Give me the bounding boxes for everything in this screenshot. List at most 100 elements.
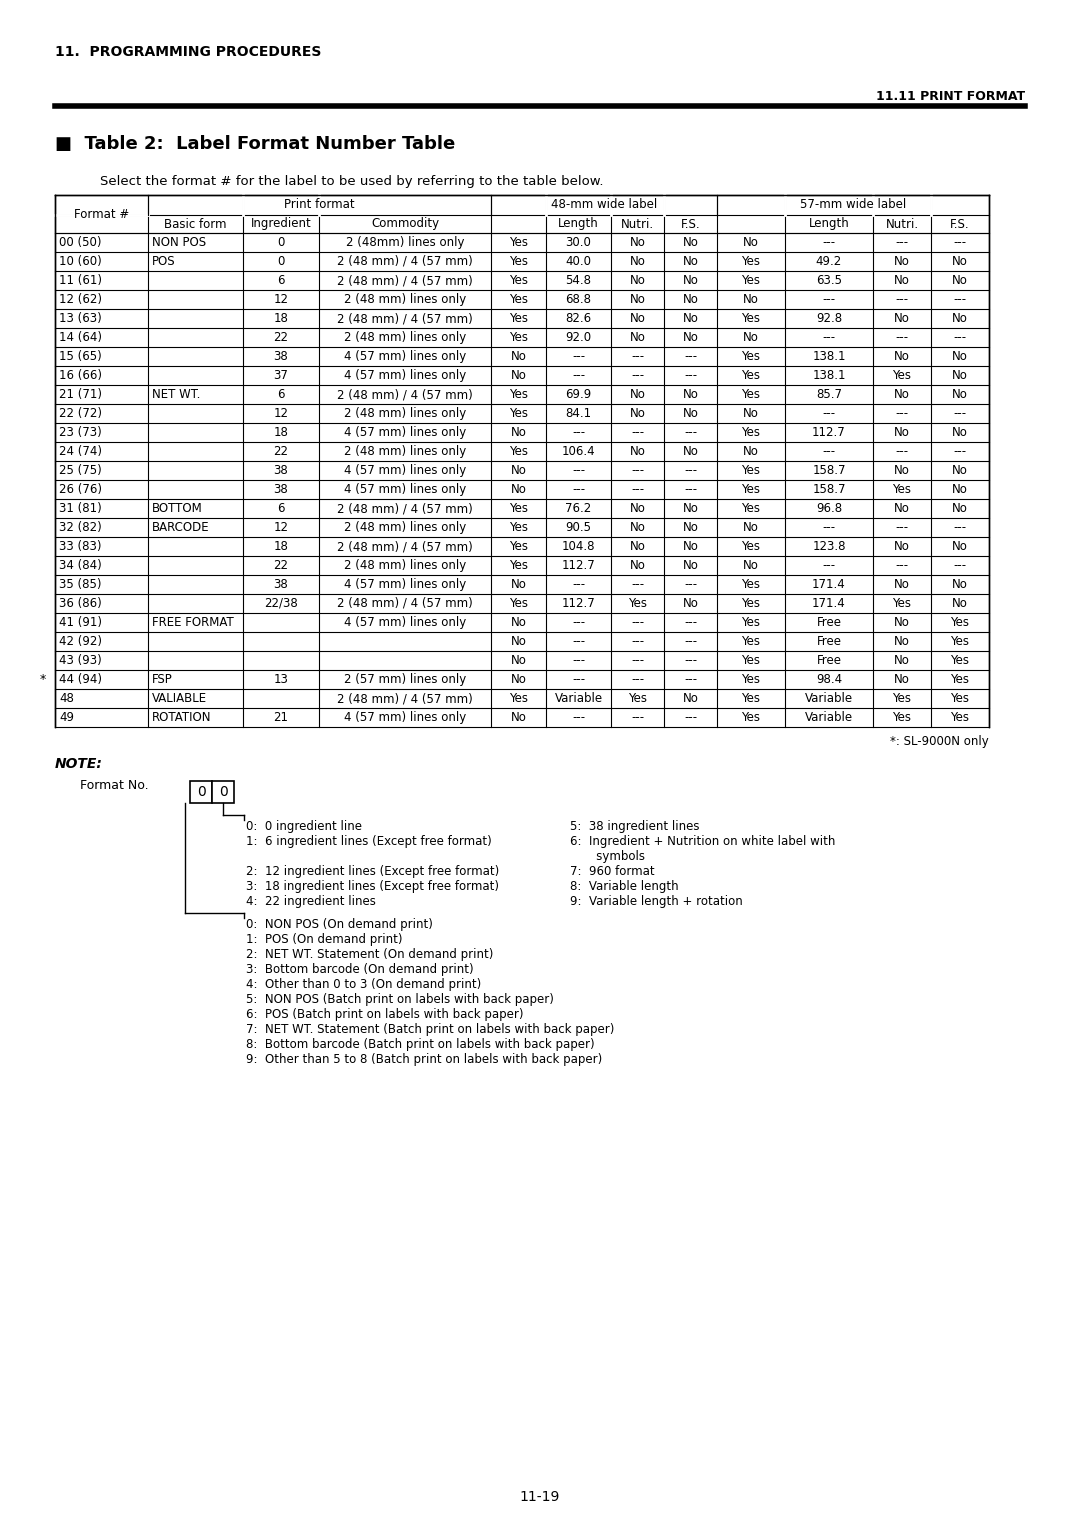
Text: ---: --- [895, 445, 908, 458]
Text: No: No [743, 293, 759, 306]
Text: Free: Free [816, 654, 841, 668]
Text: Variable: Variable [554, 692, 603, 704]
Text: ---: --- [954, 293, 967, 306]
Text: Yes: Yes [742, 597, 760, 610]
Text: ---: --- [823, 406, 836, 420]
Text: ---: --- [895, 332, 908, 344]
Text: No: No [683, 235, 699, 249]
Text: No: No [894, 672, 910, 686]
Text: Yes: Yes [950, 654, 970, 668]
Text: ---: --- [823, 521, 836, 533]
Text: 4:  Other than 0 to 3 (On demand print): 4: Other than 0 to 3 (On demand print) [246, 978, 482, 992]
Text: 82.6: 82.6 [566, 312, 592, 325]
Text: 0: 0 [278, 235, 285, 249]
Text: No: No [953, 350, 968, 364]
Text: ---: --- [954, 332, 967, 344]
Text: ---: --- [684, 672, 697, 686]
Text: ---: --- [684, 465, 697, 477]
Text: ---: --- [954, 521, 967, 533]
Text: 5:  NON POS (Batch print on labels with back paper): 5: NON POS (Batch print on labels with b… [246, 993, 554, 1005]
Text: Select the format # for the label to be used by referring to the table below.: Select the format # for the label to be … [100, 176, 604, 188]
Text: 4:  22 ingredient lines: 4: 22 ingredient lines [246, 895, 376, 908]
Text: Yes: Yes [509, 274, 528, 287]
Text: Length: Length [558, 217, 599, 231]
Text: 22: 22 [273, 332, 288, 344]
Text: Basic form: Basic form [164, 217, 227, 231]
Text: Yes: Yes [950, 672, 970, 686]
Text: 98.4: 98.4 [815, 672, 842, 686]
Text: Nutri.: Nutri. [621, 217, 654, 231]
Text: Yes: Yes [509, 388, 528, 400]
Text: 11-19: 11-19 [519, 1490, 561, 1504]
Text: 12: 12 [273, 406, 288, 420]
Text: Yes: Yes [742, 616, 760, 630]
Text: 123.8: 123.8 [812, 539, 846, 553]
Text: No: No [511, 654, 526, 668]
Text: ---: --- [895, 406, 908, 420]
Text: FSP: FSP [152, 672, 173, 686]
Text: Variable: Variable [805, 711, 853, 724]
Text: 37: 37 [273, 368, 288, 382]
Text: ---: --- [684, 654, 697, 668]
Text: 11.  PROGRAMMING PROCEDURES: 11. PROGRAMMING PROCEDURES [55, 44, 322, 60]
Text: No: No [630, 559, 646, 571]
Text: Yes: Yes [892, 711, 912, 724]
Text: No: No [894, 636, 910, 648]
Text: Yes: Yes [742, 368, 760, 382]
Text: ---: --- [631, 616, 644, 630]
Text: ---: --- [572, 465, 585, 477]
Text: 18: 18 [273, 539, 288, 553]
Text: 68.8: 68.8 [566, 293, 592, 306]
Text: 57-mm wide label: 57-mm wide label [800, 199, 906, 211]
Text: 2 (48 mm) / 4 (57 mm): 2 (48 mm) / 4 (57 mm) [337, 388, 473, 400]
Text: 36 (86): 36 (86) [59, 597, 102, 610]
Text: 1:  POS (On demand print): 1: POS (On demand print) [246, 934, 403, 946]
Text: 4 (57 mm) lines only: 4 (57 mm) lines only [343, 368, 467, 382]
Text: ---: --- [684, 636, 697, 648]
Text: 6: 6 [278, 503, 285, 515]
Text: ---: --- [631, 350, 644, 364]
Text: ---: --- [631, 711, 644, 724]
Text: 38: 38 [273, 578, 288, 591]
Text: No: No [894, 274, 910, 287]
Text: ---: --- [895, 559, 908, 571]
Text: 2 (48 mm) / 4 (57 mm): 2 (48 mm) / 4 (57 mm) [337, 503, 473, 515]
Text: 41 (91): 41 (91) [59, 616, 102, 630]
Text: ---: --- [631, 465, 644, 477]
Text: No: No [511, 350, 526, 364]
Text: Yes: Yes [742, 503, 760, 515]
Text: Yes: Yes [742, 274, 760, 287]
Text: Yes: Yes [742, 578, 760, 591]
Text: 4 (57 mm) lines only: 4 (57 mm) lines only [343, 616, 467, 630]
Text: 10 (60): 10 (60) [59, 255, 102, 267]
Text: No: No [511, 672, 526, 686]
Text: No: No [743, 235, 759, 249]
Text: Yes: Yes [509, 293, 528, 306]
Text: Yes: Yes [509, 255, 528, 267]
Text: 2 (48 mm) / 4 (57 mm): 2 (48 mm) / 4 (57 mm) [337, 539, 473, 553]
Text: 8:  Variable length: 8: Variable length [570, 880, 678, 892]
Text: 158.7: 158.7 [812, 465, 846, 477]
Text: 112.7: 112.7 [812, 426, 846, 439]
Text: 8:  Bottom barcode (Batch print on labels with back paper): 8: Bottom barcode (Batch print on labels… [246, 1038, 595, 1051]
Text: No: No [743, 332, 759, 344]
Text: Yes: Yes [509, 312, 528, 325]
Text: ---: --- [684, 350, 697, 364]
Text: No: No [894, 255, 910, 267]
Text: 106.4: 106.4 [562, 445, 595, 458]
Text: Yes: Yes [509, 503, 528, 515]
Text: Commodity: Commodity [370, 217, 440, 231]
Text: 23 (73): 23 (73) [59, 426, 102, 439]
Text: ---: --- [895, 235, 908, 249]
Text: 16 (66): 16 (66) [59, 368, 102, 382]
Text: 32 (82): 32 (82) [59, 521, 102, 533]
Text: Length: Length [809, 217, 849, 231]
Text: ---: --- [954, 406, 967, 420]
Text: 2:  12 ingredient lines (Except free format): 2: 12 ingredient lines (Except free form… [246, 865, 499, 879]
Text: No: No [894, 503, 910, 515]
Text: 2 (48 mm) lines only: 2 (48 mm) lines only [343, 406, 467, 420]
Text: Yes: Yes [509, 559, 528, 571]
Text: NET WT.: NET WT. [152, 388, 201, 400]
Text: ---: --- [572, 711, 585, 724]
Text: No: No [630, 406, 646, 420]
